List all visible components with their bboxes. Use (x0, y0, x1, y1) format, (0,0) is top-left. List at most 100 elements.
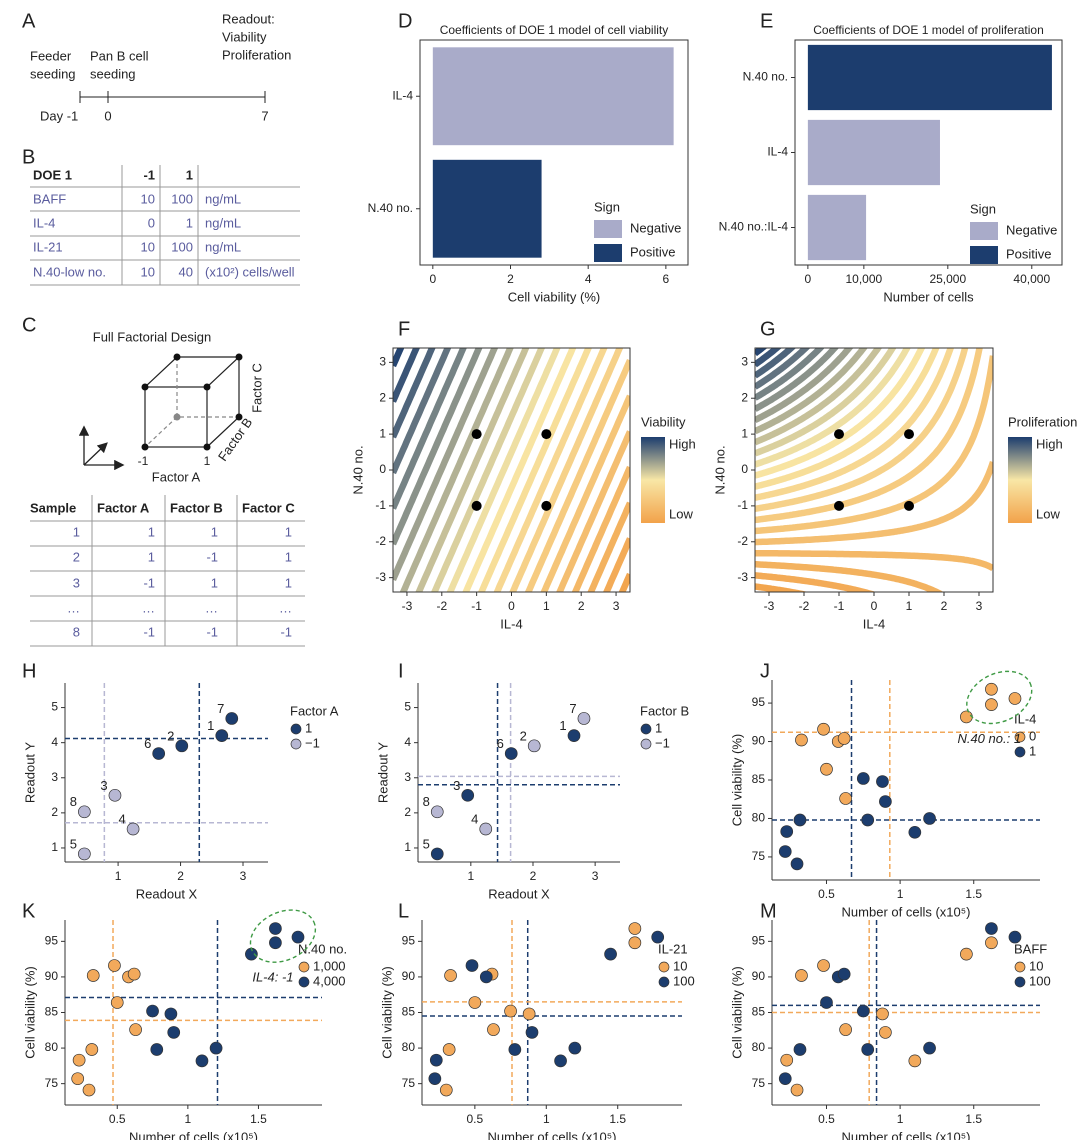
panel-label: L (398, 900, 409, 922)
design-point (541, 429, 552, 440)
point (628, 936, 642, 950)
table-cell: -1 (206, 624, 218, 639)
colorbar-high: High (1036, 436, 1063, 451)
y-tick-label: 1 (51, 840, 58, 854)
contour-line (755, 348, 911, 468)
bar (432, 47, 674, 146)
annotation: IL-4: -1 (252, 970, 293, 985)
point (856, 1004, 870, 1018)
contour-line (755, 549, 993, 572)
point-label: 7 (569, 701, 576, 716)
legend-label: 10 (1029, 958, 1043, 973)
legend-label: 1 (1029, 743, 1036, 758)
x-tick-label: 1.5 (965, 1112, 982, 1126)
point (527, 739, 541, 753)
y-tick-label: 0 (741, 462, 748, 476)
point (127, 967, 141, 981)
x-tick-label: -3 (402, 599, 413, 613)
contour-line (755, 460, 993, 546)
table-cell: 100 (171, 191, 193, 206)
timeline-day: Day -1 (40, 108, 78, 123)
point (985, 936, 998, 950)
panel-label: E (760, 10, 773, 32)
contour-line (755, 348, 940, 490)
colorbar (641, 437, 665, 523)
legend-swatch (594, 244, 622, 262)
y-tick-label: 80 (45, 1040, 59, 1054)
axes-arrows (78, 425, 125, 471)
vertex (235, 353, 243, 361)
legend-title: Sign (970, 201, 996, 216)
timeline-text: seeding (90, 66, 136, 81)
x-tick-label: -1 (834, 599, 845, 613)
design-point (471, 429, 482, 440)
point (72, 1053, 86, 1067)
y-tick-label: 75 (752, 1076, 766, 1090)
x-tick-label: 1 (897, 887, 904, 901)
contour-line (393, 348, 467, 510)
point-label: 6 (497, 736, 504, 751)
table-cell: 1 (186, 215, 193, 230)
y-tick-label: 2 (404, 805, 411, 819)
x-tick-label: 1.5 (250, 1112, 267, 1126)
contour-line (755, 348, 983, 524)
x-tick-label: 40,000 (1013, 272, 1050, 286)
point (554, 1054, 567, 1068)
x-tick-label: 1 (897, 1112, 904, 1126)
y-tick-label: 95 (752, 934, 766, 948)
point-label: 2 (520, 728, 527, 743)
legend-marker (1014, 961, 1026, 973)
panel-label: M (760, 900, 777, 922)
legend-title: BAFF (1014, 941, 1047, 956)
x-tick-label: 1.5 (965, 887, 982, 901)
point (78, 805, 91, 819)
point (71, 1072, 85, 1086)
x-tick-label: 2 (941, 599, 948, 613)
point (508, 1043, 522, 1056)
point (428, 1072, 442, 1086)
colorbar-high: High (669, 436, 696, 451)
legend-label: 1 (305, 720, 312, 735)
table-cell: 1 (73, 524, 80, 539)
point (215, 729, 229, 742)
x-tick-label: 2 (507, 272, 514, 286)
point (444, 969, 457, 982)
factor-b-label: Factor B (215, 415, 255, 464)
y-axis-label: Readout Y (22, 742, 37, 804)
legend-label: 4,000 (313, 973, 346, 988)
panel-label: G (760, 318, 776, 340)
plot-frame (419, 39, 689, 266)
cube-vertices (141, 353, 243, 451)
point-label: 1 (559, 718, 566, 733)
point (465, 959, 479, 972)
contour-line (755, 348, 868, 435)
point (795, 969, 808, 982)
x-tick-label: 0 (429, 272, 436, 286)
point (604, 947, 617, 961)
legend-label: 100 (673, 973, 695, 988)
y-tick-label: 85 (752, 1005, 766, 1019)
y-tick-label: 4 (51, 735, 58, 749)
y-tick-label: -1 (375, 498, 386, 512)
point (820, 996, 833, 1009)
point (628, 922, 642, 935)
table-cell: 8 (73, 624, 80, 639)
y-axis-label: Readout Y (375, 742, 390, 804)
contour-line (524, 358, 630, 592)
x-tick-label: 1.5 (609, 1112, 626, 1126)
table-cell: 1 (211, 575, 218, 590)
x-tick-label: 1 (467, 869, 474, 883)
category-label: IL-4 (767, 145, 788, 159)
table-cell: … (279, 600, 292, 615)
legend-label: −1 (305, 735, 320, 750)
point-label: 5 (423, 836, 430, 851)
contour-line (755, 348, 840, 412)
legend-title: IL-21 (658, 941, 688, 956)
point (78, 847, 91, 861)
point (269, 922, 282, 935)
contour-line (755, 561, 944, 592)
legend-label: Negative (1006, 222, 1057, 237)
point-label: 1 (207, 718, 214, 733)
x-tick-label: -2 (799, 599, 810, 613)
